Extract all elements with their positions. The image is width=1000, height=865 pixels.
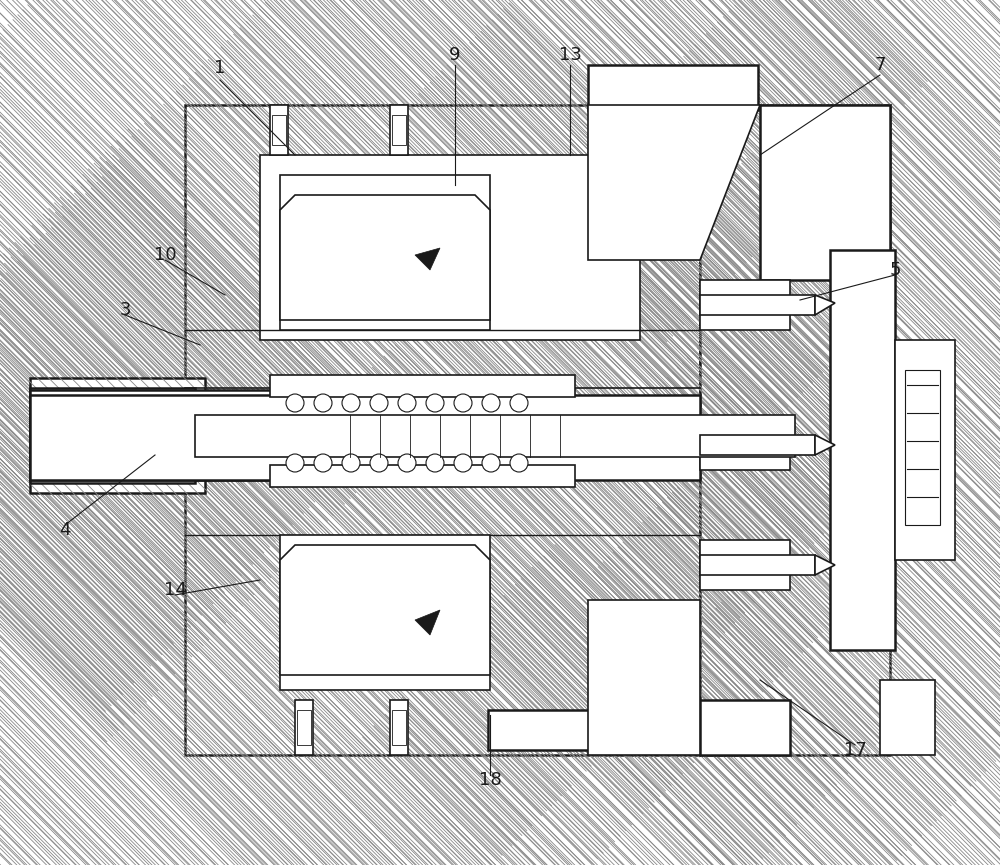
Text: 13: 13 xyxy=(559,46,581,64)
Bar xyxy=(830,250,895,650)
Bar xyxy=(880,680,935,755)
Bar xyxy=(30,388,195,483)
Bar xyxy=(588,65,758,110)
Bar xyxy=(195,415,795,457)
Bar xyxy=(700,700,790,755)
Text: 5: 5 xyxy=(889,261,901,279)
Bar xyxy=(260,155,640,340)
Bar xyxy=(700,280,790,330)
Polygon shape xyxy=(280,175,490,330)
Bar xyxy=(30,378,205,493)
Bar xyxy=(700,105,890,755)
Bar xyxy=(295,700,313,755)
Circle shape xyxy=(510,454,528,472)
Polygon shape xyxy=(280,195,490,320)
Bar xyxy=(488,710,608,750)
Bar xyxy=(905,370,940,525)
Text: 10: 10 xyxy=(154,246,176,264)
Bar xyxy=(272,115,286,145)
Bar xyxy=(700,420,790,470)
Circle shape xyxy=(286,394,304,412)
Circle shape xyxy=(286,454,304,472)
Bar xyxy=(588,65,758,110)
Bar xyxy=(392,115,406,145)
Circle shape xyxy=(482,454,500,472)
Circle shape xyxy=(454,454,472,472)
Polygon shape xyxy=(588,105,760,260)
Bar xyxy=(30,390,490,480)
Circle shape xyxy=(426,454,444,472)
Bar xyxy=(700,700,790,755)
Circle shape xyxy=(426,394,444,412)
Polygon shape xyxy=(588,600,700,755)
Bar xyxy=(30,378,205,493)
Bar xyxy=(270,465,575,487)
Bar xyxy=(30,395,700,480)
Circle shape xyxy=(342,394,360,412)
Bar xyxy=(895,340,955,560)
Polygon shape xyxy=(280,545,490,675)
Polygon shape xyxy=(815,555,835,575)
Bar xyxy=(700,555,815,575)
Text: 9: 9 xyxy=(449,46,461,64)
Bar xyxy=(390,105,408,155)
Circle shape xyxy=(482,394,500,412)
Bar xyxy=(700,280,790,330)
Bar xyxy=(270,105,288,155)
Circle shape xyxy=(342,454,360,472)
Circle shape xyxy=(454,394,472,412)
Bar xyxy=(488,710,608,750)
Text: 4: 4 xyxy=(59,521,71,539)
Polygon shape xyxy=(815,295,835,315)
Bar xyxy=(830,250,895,650)
Bar xyxy=(390,700,408,755)
Bar xyxy=(297,710,311,745)
Polygon shape xyxy=(815,435,835,455)
Bar xyxy=(270,375,575,397)
Bar xyxy=(30,395,700,480)
Circle shape xyxy=(370,394,388,412)
Text: 7: 7 xyxy=(874,56,886,74)
Polygon shape xyxy=(415,610,440,635)
Polygon shape xyxy=(415,248,440,270)
Text: 14: 14 xyxy=(164,581,186,599)
Bar xyxy=(700,295,815,315)
Bar xyxy=(700,105,890,755)
Text: 1: 1 xyxy=(214,59,226,77)
Bar xyxy=(392,710,406,745)
Bar xyxy=(700,435,815,455)
Bar xyxy=(185,105,700,755)
Bar xyxy=(700,540,790,590)
Text: 3: 3 xyxy=(119,301,131,319)
Bar xyxy=(700,420,790,470)
Text: 18: 18 xyxy=(479,771,501,789)
Circle shape xyxy=(398,454,416,472)
Bar xyxy=(30,390,490,480)
Polygon shape xyxy=(280,535,490,690)
Bar xyxy=(700,540,790,590)
Bar xyxy=(30,388,195,483)
Circle shape xyxy=(510,394,528,412)
Text: 17: 17 xyxy=(844,741,866,759)
Circle shape xyxy=(370,454,388,472)
Circle shape xyxy=(314,454,332,472)
Circle shape xyxy=(314,394,332,412)
Circle shape xyxy=(398,394,416,412)
Polygon shape xyxy=(760,105,890,280)
Bar xyxy=(185,105,700,755)
